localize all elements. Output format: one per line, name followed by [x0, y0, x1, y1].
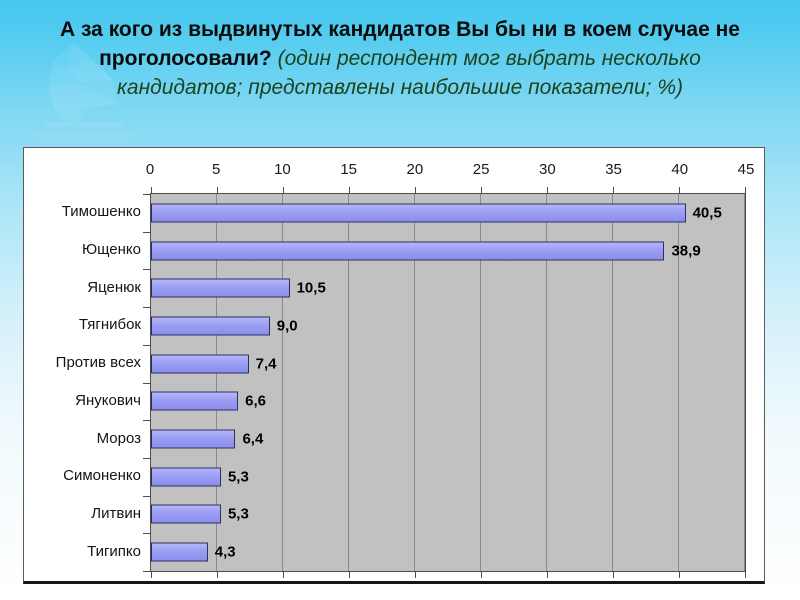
category-tick-mark — [143, 194, 150, 195]
value-label: 6,6 — [245, 392, 266, 410]
category-tick-mark — [143, 269, 150, 271]
x-tick-mark — [216, 187, 218, 193]
x-tick-mark — [745, 187, 746, 193]
x-tick-mark — [216, 572, 218, 578]
slide-title: А за кого из выдвинутых кандидатов Вы бы… — [40, 15, 760, 102]
value-label: 10,5 — [296, 279, 326, 297]
category-label: Тимошенко — [61, 203, 141, 221]
value-label: 7,4 — [255, 355, 277, 373]
x-tick-mark — [481, 572, 482, 578]
value-label: 9,0 — [276, 317, 298, 335]
bar-row: 7,4 — [151, 345, 745, 383]
bar-row: 10,5 — [151, 269, 745, 307]
category-tick-mark — [143, 231, 150, 233]
x-tick-label: 30 — [538, 161, 556, 178]
x-tick-mark — [481, 187, 482, 193]
bar — [151, 316, 270, 336]
x-tick-mark — [613, 187, 614, 193]
gridline — [744, 194, 745, 571]
value-label: 40,5 — [692, 204, 722, 222]
value-label: 5,3 — [227, 468, 249, 486]
x-tick-label: 20 — [406, 161, 424, 178]
x-tick-label: 40 — [671, 161, 689, 178]
value-label: 4,3 — [214, 543, 236, 561]
category-label: Литвин — [91, 504, 141, 522]
bar — [151, 203, 686, 223]
category-tick-mark — [143, 533, 150, 535]
gridline — [480, 194, 481, 571]
category-tick-mark — [143, 420, 150, 422]
value-label: 38,9 — [671, 242, 701, 260]
category-label: Тигипко — [87, 542, 141, 560]
x-tick-label: 0 — [145, 161, 155, 178]
bar — [151, 429, 236, 449]
x-tick-mark — [613, 572, 614, 578]
gridline — [413, 194, 415, 571]
x-tick-mark — [678, 572, 680, 578]
x-axis-labels: 0 5 10 15 20 25 30 35 40 45 — [146, 161, 755, 185]
slide-title-note: (один респондент мог выбрать несколько к… — [116, 47, 701, 99]
bar — [151, 241, 665, 261]
category-tick-mark — [143, 495, 150, 497]
bar — [151, 354, 249, 374]
gridline — [347, 194, 349, 571]
plot-area: 40,5 38,9 10,5 9,0 7,4 6,6 6,4 5,3 5,3 4,3 — [143, 187, 746, 578]
bar — [151, 504, 221, 524]
x-tick-mark — [678, 187, 680, 193]
x-tick-label: 45 — [737, 161, 755, 178]
x-tick-mark — [745, 572, 746, 578]
bar-row: 6,6 — [151, 383, 745, 421]
category-label: Против всех — [55, 354, 141, 372]
bar-row: 9,0 — [151, 307, 745, 345]
bar — [151, 391, 239, 411]
x-tick-label: 5 — [212, 161, 221, 178]
category-label: Янукович — [75, 391, 141, 409]
x-tick-mark — [282, 572, 284, 578]
bar-row: 40,5 — [151, 194, 745, 232]
watermark-logo — [38, 42, 130, 137]
category-label: Тягнибок — [78, 316, 141, 334]
x-tick-mark — [151, 572, 152, 578]
x-tick-mark — [547, 187, 548, 193]
gridline — [677, 194, 679, 571]
bar-row: 5,3 — [151, 458, 745, 496]
category-tick-mark — [143, 457, 150, 459]
x-tick-label: 15 — [340, 161, 357, 178]
x-tick-label: 10 — [274, 161, 291, 178]
slide-title-question: А за кого из выдвинутых кандидатов Вы бы… — [60, 18, 740, 70]
bar — [151, 542, 208, 562]
bar-row: 6,4 — [151, 420, 745, 458]
value-label: 5,3 — [227, 505, 249, 523]
x-tick-mark — [282, 187, 284, 193]
x-tick-mark — [414, 187, 416, 193]
bar-row: 38,9 — [151, 232, 745, 270]
category-label: Симоненко — [63, 467, 141, 485]
chart-frame: 0 5 10 15 20 25 30 35 40 45 Тимошенко Ющенко Яценюк… — [23, 147, 765, 584]
gridline — [215, 194, 217, 571]
x-tick-mark — [151, 187, 152, 193]
gridline — [612, 194, 613, 571]
category-label: Ющенко — [81, 241, 141, 259]
x-tick-mark — [349, 187, 350, 193]
category-tick-mark — [143, 307, 150, 309]
category-tick-mark — [143, 382, 150, 384]
gridline — [545, 194, 547, 571]
category-label: Яценюк — [87, 278, 141, 296]
bar-row: 4,3 — [151, 533, 745, 571]
category-label: Мороз — [96, 429, 141, 447]
x-tick-mark — [547, 572, 548, 578]
bar — [151, 467, 221, 487]
category-tick-mark — [143, 571, 150, 572]
x-tick-label: 25 — [472, 161, 490, 178]
x-tick-label: 35 — [605, 161, 622, 178]
value-label: 6,4 — [242, 430, 264, 448]
x-tick-mark — [414, 572, 416, 578]
x-tick-mark — [349, 572, 350, 578]
category-labels: Тимошенко Ющенко Яценюк Тягнибок Против всех… — [24, 193, 141, 570]
bar — [151, 278, 290, 298]
gridline — [281, 194, 283, 571]
category-tick-mark — [143, 344, 150, 346]
bar-row: 5,3 — [151, 496, 745, 534]
